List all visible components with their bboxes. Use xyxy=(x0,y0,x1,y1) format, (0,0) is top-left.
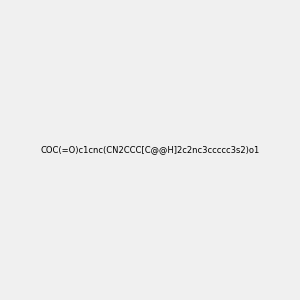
Text: COC(=O)c1cnc(CN2CCC[C@@H]2c2nc3ccccc3s2)o1: COC(=O)c1cnc(CN2CCC[C@@H]2c2nc3ccccc3s2)… xyxy=(40,146,260,154)
